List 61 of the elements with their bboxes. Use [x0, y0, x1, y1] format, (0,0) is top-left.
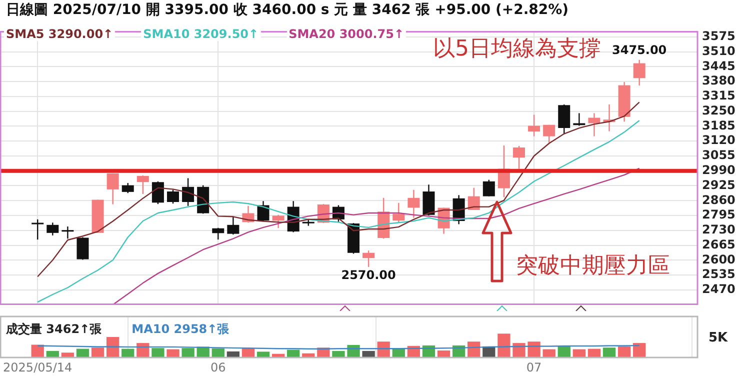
candlestick: [362, 250, 375, 268]
y-tick-label: 3120: [702, 133, 736, 148]
y-tick-label: 2990: [702, 162, 736, 177]
y-tick-label: 3445: [702, 58, 736, 73]
text: SMA5 3290.00↑: [4, 27, 116, 41]
y-tick-label: 2470: [702, 282, 736, 296]
candlestick: [212, 227, 224, 240]
x-tick-label: 06: [210, 360, 226, 374]
candlestick: [588, 112, 600, 137]
text: SMA20 3000.75↑: [286, 27, 406, 41]
candlestick: [46, 222, 59, 236]
annotation: 突破中期壓力區: [516, 254, 670, 279]
bar: [91, 348, 104, 358]
y-tick-label: 2730: [702, 222, 736, 237]
bar: [498, 334, 510, 358]
bar: [152, 348, 164, 358]
x-tick-label: 07: [526, 360, 542, 374]
y-tick-label: 3510: [702, 44, 736, 58]
candlestick: [166, 189, 179, 204]
candlestick: [573, 112, 586, 126]
candlestick: [122, 182, 134, 194]
annotation: 3475.00: [612, 42, 667, 57]
annotation: 以5日均線為支撐: [433, 36, 601, 62]
candlestick: [76, 236, 89, 260]
candlestick: [482, 179, 495, 197]
y-tick-label: 2925: [702, 178, 736, 192]
candlestick: [422, 184, 435, 216]
y-tick-label: 3315: [702, 88, 736, 103]
y-tick-label: 2665: [702, 237, 736, 252]
candlestick: [528, 114, 540, 137]
series-label: 成交量 3462↑張: [4, 321, 104, 338]
text: SMA10 3209.50↑: [141, 27, 261, 41]
y-tick-label: 3250: [702, 103, 736, 118]
y-tick-label: 2535: [702, 267, 736, 282]
candlestick: [392, 202, 405, 224]
y-tick-label: 3055: [702, 148, 736, 162]
candlestick: [558, 104, 570, 134]
chart-title: 日線圖 2025/07/10 開 3395.00 收 3460.00 s 元 量 3462 張 +95.00 (+2.82%): [6, 1, 569, 19]
annotation: 2570.00: [341, 268, 396, 282]
y-tick-label: 2600: [702, 252, 736, 266]
y-tick-label: 3185: [702, 118, 736, 132]
candlestick: [182, 178, 194, 206]
candlestick: [136, 174, 149, 195]
y-tick-label: 2860: [702, 192, 736, 207]
candlestick: [512, 145, 525, 170]
candlestick: [272, 214, 284, 229]
candlestick: [408, 189, 420, 218]
x-tick-label: 2025/05/14: [3, 360, 72, 374]
text: 5K: [708, 330, 728, 346]
y-tick-label: 3380: [702, 74, 736, 88]
candlestick: [633, 59, 646, 86]
bar: [182, 348, 194, 358]
series-label: MA10 2958↑張: [130, 321, 232, 338]
bar: [602, 348, 616, 358]
candlestick: [543, 124, 556, 144]
candlestick: [30, 218, 44, 240]
candlestick: [60, 226, 74, 240]
y-tick-label: 2795: [702, 208, 736, 222]
candlestick: [106, 172, 119, 205]
y-tick-label: 3575: [702, 29, 736, 44]
candlestick: [227, 216, 240, 236]
